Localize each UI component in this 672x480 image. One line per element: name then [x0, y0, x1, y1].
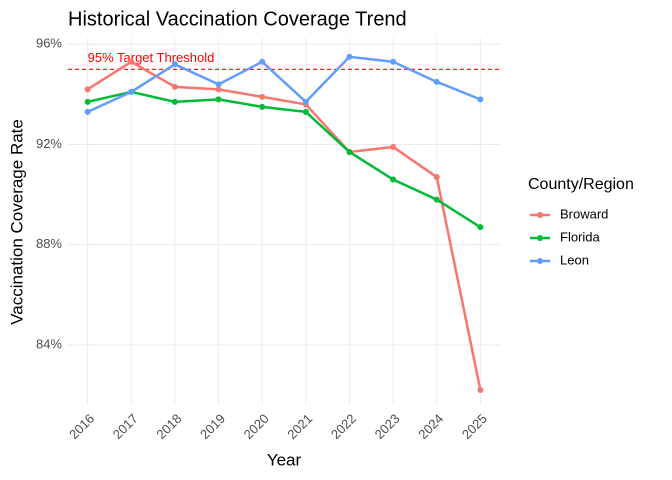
x-tick-label: 2019: [197, 411, 228, 442]
data-point: [390, 58, 397, 65]
data-point: [215, 86, 222, 93]
legend-label: Florida: [560, 229, 601, 244]
data-point: [433, 174, 440, 181]
x-tick-label: 2023: [372, 411, 403, 442]
data-point: [171, 83, 178, 90]
y-tick-label: 88%: [36, 236, 62, 251]
data-point: [477, 224, 484, 231]
data-point: [346, 53, 353, 60]
x-tick-label: 2025: [459, 411, 490, 442]
data-point: [215, 81, 222, 88]
data-point: [259, 93, 266, 100]
chart-title: Historical Vaccination Coverage Trend: [68, 8, 407, 30]
data-point: [84, 108, 91, 115]
data-point: [171, 98, 178, 105]
data-point: [302, 108, 309, 115]
series-line: [87, 90, 482, 229]
data-point: [477, 96, 484, 103]
data-point: [84, 98, 91, 105]
legend-label: Leon: [560, 252, 589, 267]
data-point: [128, 88, 135, 95]
y-axis-title: Vaccination Coverage Rate: [7, 119, 26, 325]
data-point: [433, 196, 440, 203]
legend-title: County/Region: [528, 176, 634, 193]
data-point: [128, 58, 135, 65]
data-point: [346, 148, 353, 155]
data-point: [302, 98, 309, 105]
x-tick-label: 2018: [153, 411, 184, 442]
data-point: [259, 58, 266, 65]
series-line: [87, 55, 481, 114]
legend-label: Broward: [560, 206, 608, 221]
data-point: [171, 61, 178, 68]
data-point: [433, 78, 440, 85]
data-point: [259, 103, 266, 110]
threshold-label: 95% Target Threshold: [88, 50, 215, 65]
data-point: [390, 143, 397, 150]
x-tick-label: 2022: [328, 411, 359, 442]
x-tick-label: 2020: [241, 411, 272, 442]
x-tick-label: 2021: [284, 411, 315, 442]
legend-swatch-point: [537, 258, 543, 264]
y-tick-label: 96%: [36, 36, 62, 51]
x-tick-label: 2024: [415, 411, 446, 442]
legend-swatch-point: [537, 235, 543, 241]
x-tick-label: 2016: [66, 411, 97, 442]
x-tick-label: 2017: [110, 411, 141, 442]
data-point: [215, 96, 222, 103]
x-axis-title: Year: [267, 450, 302, 469]
series-line: [86, 60, 482, 391]
data-point: [84, 86, 91, 93]
data-point: [390, 176, 397, 183]
data-point: [477, 386, 484, 393]
legend-swatch-point: [537, 212, 543, 218]
y-tick-label: 84%: [36, 336, 62, 351]
y-tick-label: 92%: [36, 136, 62, 151]
